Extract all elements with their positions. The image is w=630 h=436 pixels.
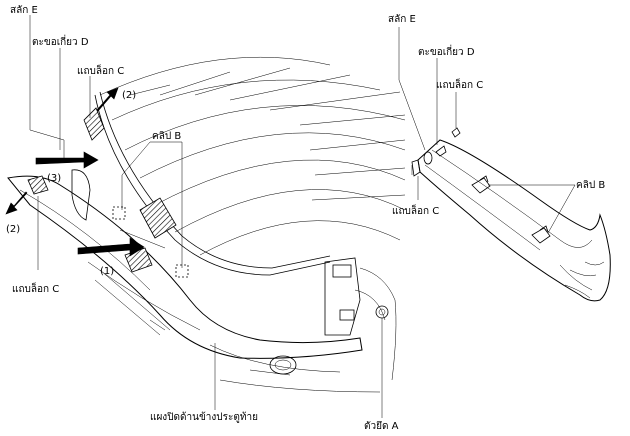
label-step-1: (1) <box>100 266 114 277</box>
label-tab-c-top: แถบล็อก C <box>77 63 124 77</box>
arrow-3-left <box>35 151 99 169</box>
right-label-latch-e: สลัก E <box>388 14 416 25</box>
arrow-2-top <box>96 87 119 112</box>
label-step-2-left: (2) <box>6 224 20 235</box>
right-label-tab-c-left: แถบล็อก C <box>392 203 439 217</box>
label-step-3: (3) <box>47 173 61 184</box>
right-latch-e <box>423 151 433 165</box>
clip-b-hidden-1 <box>112 206 126 220</box>
rear-glass-lines <box>99 56 406 256</box>
label-clip-b: คลิป B <box>152 131 181 142</box>
right-hook-d <box>435 145 447 157</box>
left-view: สลัก E ตะขอเกี่ยว D แถบล็อก C (2) คลิป B… <box>5 5 406 432</box>
right-lock-tab-c <box>411 159 421 177</box>
arrow-1-bottom <box>77 237 145 257</box>
grommet <box>269 355 297 375</box>
pillar-trim-panel <box>417 139 611 302</box>
right-clip-b-upper <box>471 177 491 194</box>
lock-tab-c-left <box>27 175 49 195</box>
label-step-2-top: (2) <box>122 90 136 101</box>
window-frame <box>94 94 331 276</box>
right-label-tab-c-top: แถบล็อก C <box>436 77 483 91</box>
label-fastener-a: ตัวยึด A <box>364 420 399 432</box>
right-clip-b-lower <box>531 227 551 244</box>
liftgate-side-trim-panel <box>7 175 363 359</box>
right-label-clip-b: คลิป B <box>576 180 605 191</box>
bracket <box>324 257 397 381</box>
label-hook-d: ตะขอเกี่ยว D <box>32 34 89 48</box>
right-label-hook-d: ตะขอเกี่ยว D <box>418 44 475 58</box>
label-tab-c-bottom: แถบล็อก C <box>12 281 59 295</box>
lock-tab-c-top <box>83 107 105 141</box>
clip-b-hatch <box>139 197 177 239</box>
right-tab-c-top <box>451 127 461 138</box>
label-panel: แผงปิดด้านข้างประตูท้าย <box>150 411 258 423</box>
trim-flap <box>71 169 91 221</box>
right-view: สลัก E ตะขอเกี่ยว D แถบล็อก C คลิป B แถบ… <box>388 14 611 302</box>
arrow-2-left <box>5 191 28 215</box>
fastener-a <box>375 305 389 418</box>
label-latch-e: สลัก E <box>10 5 38 16</box>
